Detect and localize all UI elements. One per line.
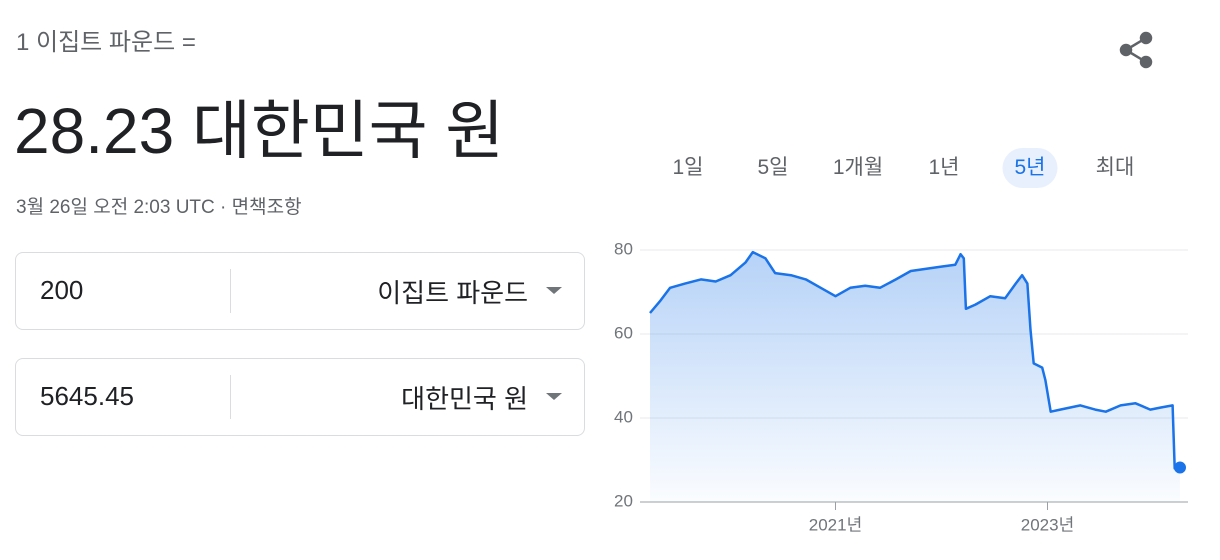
end-point — [1174, 461, 1186, 474]
timestamp: 3월 26일 오전 2:03 UTC — [16, 197, 215, 218]
range-tab[interactable]: 1일 — [672, 156, 704, 179]
dropdown-arrow[interactable] — [546, 287, 562, 294]
amount-input[interactable]: 5645.45 — [40, 381, 134, 411]
dropdown-arrow[interactable] — [546, 393, 562, 400]
range-tab[interactable]: 최대 — [1095, 156, 1135, 179]
line — [649, 250, 1181, 470]
x-tick-label: 2023년 — [1021, 515, 1074, 534]
converter-row: 200 이집트 파운드 — [15, 252, 585, 330]
range-tab[interactable]: 5일 — [757, 156, 789, 179]
currency-select[interactable]: 이집트 파운드 — [377, 278, 528, 308]
separator: · — [220, 197, 227, 218]
header-label: 1 이집트 파운드 = — [16, 29, 196, 56]
timestamp-line: 3월 26일 오전 2:03 UTC · 면책조항 — [16, 192, 302, 219]
amount-input[interactable]: 200 — [40, 275, 84, 305]
y-tick-label: 80 — [614, 239, 633, 258]
y-tick-label: 40 — [614, 407, 633, 426]
range-tab[interactable]: 1개월 — [832, 156, 884, 179]
share-icon[interactable] — [1118, 30, 1158, 70]
y-tick-label: 60 — [614, 323, 633, 342]
currency-select[interactable]: 대한민국 원 — [401, 384, 528, 414]
result: 28.23 대한민국 원 — [14, 95, 505, 167]
range-tab[interactable]: 1년 — [928, 156, 960, 179]
converter-row: 5645.45 대한민국 원 — [15, 358, 585, 436]
y-tick-label: 20 — [614, 491, 633, 510]
area — [650, 252, 1180, 502]
disclaimer-link[interactable]: 면책조항 — [231, 197, 302, 218]
x-tick-label: 2021년 — [809, 515, 862, 534]
range-tab[interactable]: 5년 — [1002, 148, 1058, 188]
